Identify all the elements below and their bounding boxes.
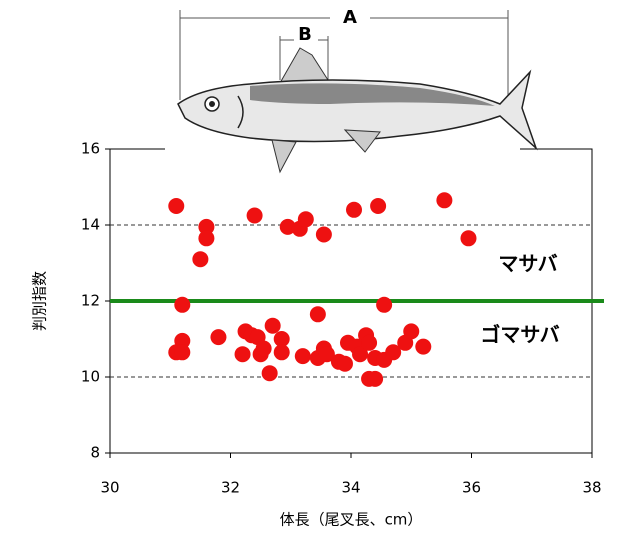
data-point	[192, 251, 208, 267]
y-tick-label: 8	[90, 444, 100, 462]
data-point	[174, 344, 190, 360]
data-point	[256, 341, 272, 357]
y-tick-label: 12	[81, 292, 100, 310]
x-tick-label: 34	[341, 479, 360, 497]
data-point	[361, 335, 377, 351]
x-axis-label: 体長（尾叉長、cm）	[280, 511, 423, 529]
data-point	[247, 208, 263, 224]
data-point	[367, 371, 383, 387]
annotation: A	[343, 7, 357, 28]
y-tick-label: 16	[81, 140, 100, 158]
annotation: マサバ	[498, 252, 557, 276]
data-point	[235, 346, 251, 362]
annotation: B	[298, 24, 312, 45]
data-point	[370, 198, 386, 214]
x-tick-label: 36	[462, 479, 481, 497]
x-tick-label: 38	[582, 479, 601, 497]
x-tick-label: 30	[100, 479, 119, 497]
data-point	[436, 192, 452, 208]
data-point	[298, 211, 314, 227]
data-point	[346, 202, 362, 218]
data-point	[168, 198, 184, 214]
data-point	[316, 227, 332, 243]
data-point	[310, 306, 326, 322]
data-point	[274, 344, 290, 360]
fish-illustration: A B	[165, 0, 536, 178]
data-point	[403, 323, 419, 339]
data-point	[262, 365, 278, 381]
data-point	[265, 318, 281, 334]
annotation: ゴマサバ	[480, 323, 559, 347]
y-axis-label: 判別指数	[31, 271, 49, 331]
y-tick-label: 10	[81, 368, 100, 386]
data-point	[295, 348, 311, 364]
x-tick-label: 32	[221, 479, 240, 497]
data-point	[337, 356, 353, 372]
chart: 8 10 12 14 16 30 32 34 36 38 体長（尾叉長、cm） 判別指数 マサバゴマサバ…	[0, 0, 631, 535]
data-point	[198, 230, 214, 246]
data-point	[460, 230, 476, 246]
data-point	[415, 339, 431, 355]
data-point	[376, 297, 392, 313]
data-point	[174, 297, 190, 313]
data-point	[210, 329, 226, 345]
y-tick-label: 14	[81, 216, 100, 234]
